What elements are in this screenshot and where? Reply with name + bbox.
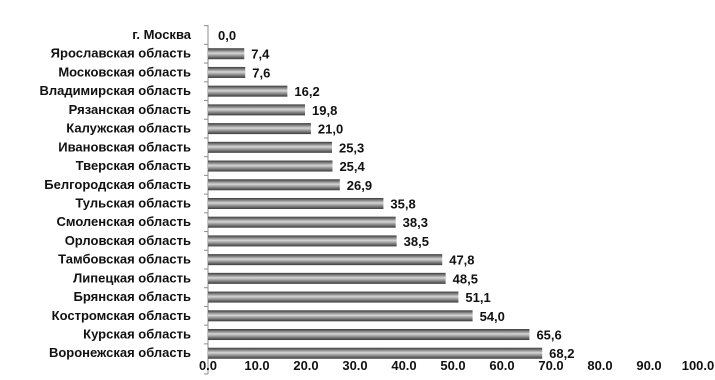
bar xyxy=(208,310,473,322)
category-label: Белгородская область xyxy=(44,177,191,192)
category-label: Тверская область xyxy=(76,158,191,173)
data-label: 7,4 xyxy=(251,47,270,62)
data-label: 25,3 xyxy=(339,140,364,155)
category-label: Ярославская область xyxy=(51,46,191,61)
bar xyxy=(208,272,446,284)
category-label: Курская область xyxy=(83,327,191,342)
x-tick-label: 10.0 xyxy=(244,358,269,373)
category-label: Калужская область xyxy=(66,121,191,136)
x-tick-label: 60.0 xyxy=(489,358,514,373)
data-label: 38,5 xyxy=(404,234,429,249)
x-tick-label: 50.0 xyxy=(440,358,465,373)
data-label: 38,3 xyxy=(403,215,428,230)
category-label: Воронежская область xyxy=(49,345,191,360)
bar xyxy=(208,291,459,303)
data-label: 21,0 xyxy=(318,122,343,137)
bar xyxy=(208,104,306,116)
category-label: Смоленская область xyxy=(56,214,191,229)
data-label: 19,8 xyxy=(312,103,337,118)
bar xyxy=(208,197,384,209)
category-label: Московская область xyxy=(58,64,191,79)
category-label: Тамбовская область xyxy=(58,252,191,267)
category-label: Ивановская область xyxy=(58,139,191,154)
data-label: 65,6 xyxy=(536,328,561,343)
bar xyxy=(208,85,288,97)
x-tick-label: 40.0 xyxy=(391,358,416,373)
bar xyxy=(208,216,396,228)
category-label: Орловская область xyxy=(65,233,191,248)
bar xyxy=(208,235,397,247)
data-label: 47,8 xyxy=(449,253,474,268)
bar xyxy=(208,48,245,60)
x-tick-label: 80.0 xyxy=(587,358,612,373)
bar xyxy=(208,347,543,359)
category-label: Брянская область xyxy=(74,289,191,304)
bar xyxy=(208,141,332,153)
data-label: 26,9 xyxy=(347,178,372,193)
category-label: Липецкая область xyxy=(73,270,191,285)
data-label: 51,1 xyxy=(465,290,490,305)
data-label: 0,0 xyxy=(218,28,236,43)
x-tick-label: 30.0 xyxy=(342,358,367,373)
data-label: 16,2 xyxy=(294,84,319,99)
bar xyxy=(208,66,246,78)
data-label: 25,4 xyxy=(339,159,365,174)
x-tick-label: 20.0 xyxy=(293,358,318,373)
bar xyxy=(208,329,530,341)
x-tick-label: 100.0 xyxy=(682,358,715,373)
bar xyxy=(208,160,333,172)
data-label: 35,8 xyxy=(390,196,415,211)
x-tick-label: 0.0 xyxy=(199,358,217,373)
data-label: 7,6 xyxy=(252,65,270,80)
category-label: Тульская область xyxy=(75,195,191,210)
category-label: Владимирская область xyxy=(39,83,191,98)
bar xyxy=(208,123,311,135)
data-label: 48,5 xyxy=(453,271,478,286)
bar xyxy=(208,179,340,191)
data-label: 54,0 xyxy=(480,309,505,324)
category-label: Рязанская область xyxy=(69,102,191,117)
category-label: г. Москва xyxy=(132,27,191,42)
x-tick-label: 70.0 xyxy=(538,358,563,373)
bar xyxy=(208,254,443,266)
category-label: Костромская область xyxy=(52,308,191,323)
data-label: 68,2 xyxy=(549,346,574,361)
x-tick-label: 90.0 xyxy=(636,358,661,373)
